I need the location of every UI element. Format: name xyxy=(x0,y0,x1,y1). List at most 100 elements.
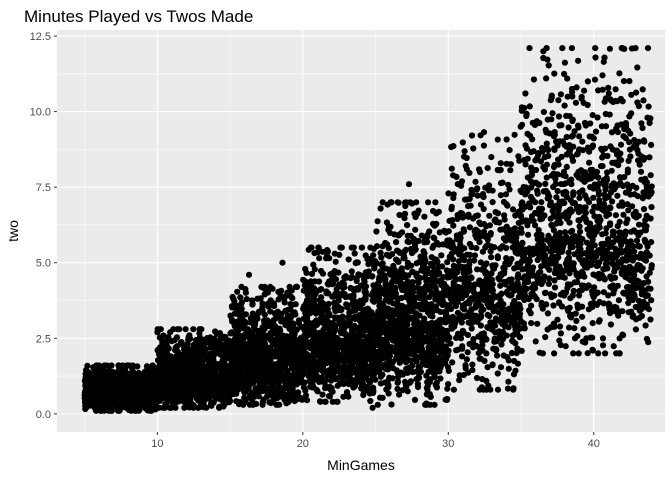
data-point xyxy=(105,407,112,414)
data-point xyxy=(345,314,352,321)
data-point xyxy=(251,324,258,331)
data-point xyxy=(255,356,263,363)
data-point xyxy=(425,199,432,206)
data-point xyxy=(300,304,307,311)
data-point xyxy=(310,306,317,314)
data-point xyxy=(389,375,396,382)
data-point xyxy=(339,290,346,297)
data-point xyxy=(157,380,164,387)
data-point xyxy=(227,343,234,351)
data-point xyxy=(124,362,131,369)
data-point xyxy=(249,300,256,307)
data-point xyxy=(363,311,370,319)
data-point xyxy=(302,312,310,319)
data-point xyxy=(237,313,244,320)
data-point xyxy=(193,337,200,344)
data-point xyxy=(211,344,218,351)
data-point xyxy=(217,332,224,339)
data-point xyxy=(275,376,282,383)
data-point xyxy=(171,383,178,390)
data-point xyxy=(193,395,200,402)
data-point xyxy=(311,329,318,337)
data-point xyxy=(291,309,298,316)
data-point xyxy=(124,405,131,412)
data-point xyxy=(345,374,352,381)
data-point xyxy=(238,299,245,306)
data-point xyxy=(319,365,326,372)
data-point xyxy=(135,387,143,394)
data-point xyxy=(277,393,284,400)
data-point xyxy=(118,392,126,399)
data-point xyxy=(159,363,166,370)
data-point xyxy=(267,400,274,407)
data-point xyxy=(355,286,362,293)
data-point xyxy=(253,390,260,397)
data-point xyxy=(340,373,347,380)
data-point xyxy=(189,389,196,396)
data-point xyxy=(90,393,97,401)
data-point xyxy=(329,398,336,405)
data-point xyxy=(245,367,252,374)
data-point xyxy=(348,268,355,275)
data-point xyxy=(353,376,360,383)
data-point xyxy=(197,402,205,409)
chart-title: Minutes Played vs Twos Made xyxy=(24,7,253,26)
data-point xyxy=(334,382,341,389)
data-point xyxy=(366,379,374,386)
data-point xyxy=(316,378,323,385)
data-point xyxy=(135,399,142,406)
data-point xyxy=(212,375,219,382)
data-point xyxy=(314,388,321,395)
data-point xyxy=(163,390,171,397)
data-point xyxy=(249,310,256,317)
data-point xyxy=(156,370,163,377)
data-point xyxy=(382,265,389,272)
data-point xyxy=(413,199,420,206)
data-point xyxy=(109,392,116,399)
data-point xyxy=(365,261,372,268)
data-point xyxy=(171,337,178,344)
data-point xyxy=(254,295,261,302)
data-point xyxy=(108,362,115,369)
data-point xyxy=(281,299,288,306)
data-point xyxy=(83,367,90,374)
data-point xyxy=(169,398,176,405)
data-point xyxy=(393,239,400,246)
data-point xyxy=(305,332,312,339)
data-point xyxy=(201,374,208,381)
data-point xyxy=(304,342,311,349)
data-point xyxy=(146,382,153,389)
data-point xyxy=(172,404,179,411)
data-point xyxy=(329,342,336,349)
data-point xyxy=(129,397,136,404)
data-point xyxy=(370,389,377,396)
data-point xyxy=(216,404,223,411)
data-point xyxy=(332,355,339,362)
data-point xyxy=(229,338,236,345)
data-point xyxy=(99,391,106,398)
data-point xyxy=(113,380,120,387)
data-point xyxy=(179,357,186,364)
data-point xyxy=(163,337,171,344)
data-point xyxy=(129,362,136,369)
data-point xyxy=(432,199,439,206)
data-point xyxy=(178,387,185,394)
data-point xyxy=(189,355,196,362)
data-point xyxy=(284,306,292,313)
data-point xyxy=(396,249,404,256)
data-point xyxy=(191,363,198,370)
data-point xyxy=(286,283,293,290)
data-point xyxy=(373,260,380,267)
data-point xyxy=(289,340,296,347)
data-point xyxy=(174,326,181,333)
data-point xyxy=(332,258,339,265)
data-point xyxy=(270,300,277,307)
data-point xyxy=(276,357,284,364)
data-point xyxy=(166,404,173,411)
data-point xyxy=(271,310,278,317)
data-point xyxy=(141,368,149,375)
data-point xyxy=(293,283,301,290)
data-point xyxy=(439,263,446,270)
data-point xyxy=(242,398,249,405)
data-point xyxy=(415,374,423,381)
